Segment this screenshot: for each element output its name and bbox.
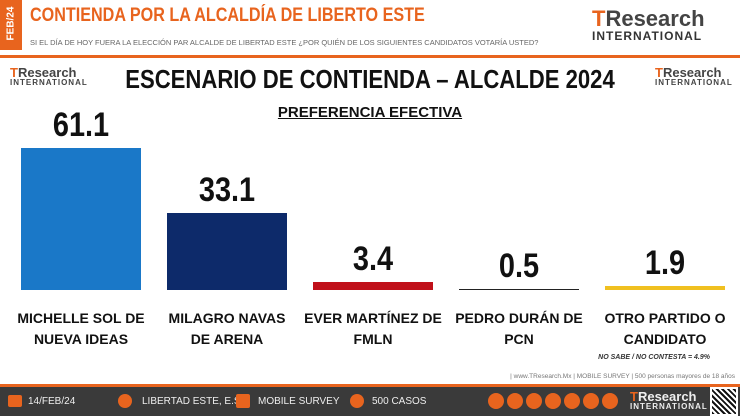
logo-brand: TResearch — [10, 65, 77, 80]
logo: TResearch INTERNATIONAL — [592, 6, 705, 43]
icon — [350, 394, 364, 408]
logo-sub: INTERNATIONAL — [630, 402, 708, 411]
bar — [313, 282, 433, 290]
footer-place: LIBERTAD ESTE, E.S. — [142, 396, 244, 407]
logo-sub: INTERNATIONAL — [592, 29, 703, 43]
category-label: MILAGRO NAVAS DE ARENA — [168, 310, 286, 347]
value-label: 61.1 — [52, 106, 110, 144]
bar — [605, 285, 725, 290]
footer-sample: 500 CASOS — [372, 396, 427, 407]
icon — [236, 394, 250, 408]
logo-brand: TResearch — [630, 389, 697, 404]
social-icon — [602, 393, 618, 409]
logo-sub: INTERNATIONAL — [655, 78, 733, 87]
bar — [167, 213, 287, 290]
logo-sub: INTERNATIONAL — [10, 78, 88, 87]
category-label: MICHELLE SOL DE NUEVA IDEAS — [17, 310, 145, 347]
note: NO SABE / NO CONTESTA = 4.9% — [598, 354, 710, 361]
logo-small: TResearch INTERNATIONAL — [655, 66, 733, 87]
value-label: 3.4 — [352, 240, 394, 279]
chart-title: ESCENARIO DE CONTIENDA – ALCALDE 2024 — [125, 64, 615, 94]
social-icon — [526, 393, 542, 409]
chart-subtitle: PREFERENCIA EFECTIVA — [0, 104, 740, 121]
date-strip: FEB/24 — [0, 0, 22, 50]
category-label: OTRO PARTIDO O CANDIDATO — [604, 310, 726, 347]
icon — [8, 395, 22, 407]
header-rule — [0, 55, 740, 58]
category-label: PEDRO DURÁN DE PCN — [455, 310, 583, 347]
icon — [118, 394, 132, 408]
social-icon — [545, 393, 561, 409]
value-label: 0.5 — [498, 246, 540, 285]
qr-code — [710, 387, 738, 416]
footer-date: 14/FEB/24 — [28, 396, 76, 407]
logo-brand: TResearch — [655, 65, 722, 80]
logo-brand: TResearch — [592, 6, 705, 31]
question: SI EL DÍA DE HOY FUERA LA ELECCIÓN PAR A… — [30, 38, 539, 47]
value-label: 33.1 — [198, 171, 256, 210]
footer-method: MOBILE SURVEY — [258, 396, 340, 407]
credits: | www.TResearch.Mx | MOBILE SURVEY | 500… — [510, 373, 735, 380]
bar — [459, 288, 579, 290]
social-icon — [583, 393, 599, 409]
subtitle-text: PREFERENCIA EFECTIVA — [277, 104, 463, 121]
footer-bar: 14/FEB/24 LIBERTAD ESTE, E.S. MOBILE SUR… — [0, 384, 740, 416]
bar-chart: 61.1 MICHELLE SOL DE NUEVA IDEAS 33.1 MILAG… — [17, 106, 726, 347]
social-icon — [564, 393, 580, 409]
value-label: 1.9 — [644, 243, 686, 282]
logo-footer: TResearch INTERNATIONAL — [630, 390, 708, 411]
logo-small: TResearch INTERNATIONAL — [10, 66, 88, 87]
header-title: CONTIENDA POR LA ALCALDÍA DE LIBERTO EST… — [30, 5, 425, 26]
social-icon — [488, 393, 504, 409]
category-label: EVER MARTÍNEZ DE FMLN — [304, 310, 442, 347]
bar — [21, 148, 141, 290]
social-icon — [507, 393, 523, 409]
